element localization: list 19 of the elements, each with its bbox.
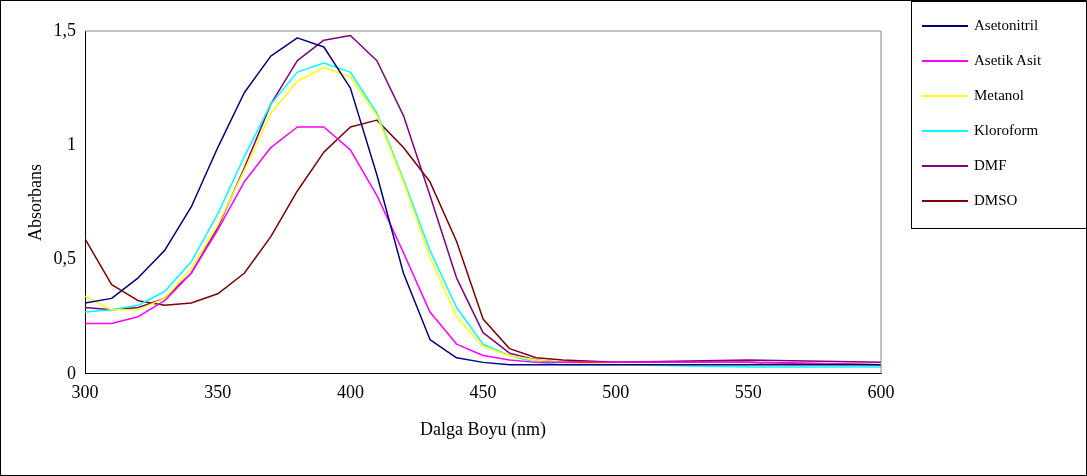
legend-label: DMF <box>974 157 1007 174</box>
x-tick-label: 350 <box>204 382 232 403</box>
x-tick-label: 450 <box>469 382 497 403</box>
x-tick-label: 500 <box>602 382 630 403</box>
x-tick-label: 400 <box>336 382 364 403</box>
x-tick-label: 600 <box>867 382 895 403</box>
legend-label: Asetik Asit <box>974 52 1042 69</box>
y-tick-label: 0 <box>67 362 77 383</box>
y-axis-title: Absorbans <box>24 163 45 241</box>
y-tick-label: 1,5 <box>53 19 77 40</box>
legend-label: Kloroform <box>974 122 1039 139</box>
x-tick-label: 300 <box>71 382 99 403</box>
legend-label: DMSO <box>974 192 1018 209</box>
x-axis-title: Dalga Boyu (nm) <box>420 418 547 440</box>
x-tick-label: 550 <box>734 382 762 403</box>
legend-label: Metanol <box>974 87 1024 104</box>
y-tick-label: 0,5 <box>53 248 77 269</box>
legend-label: Asetonitril <box>974 17 1039 34</box>
y-tick-label: 1 <box>67 134 77 154</box>
